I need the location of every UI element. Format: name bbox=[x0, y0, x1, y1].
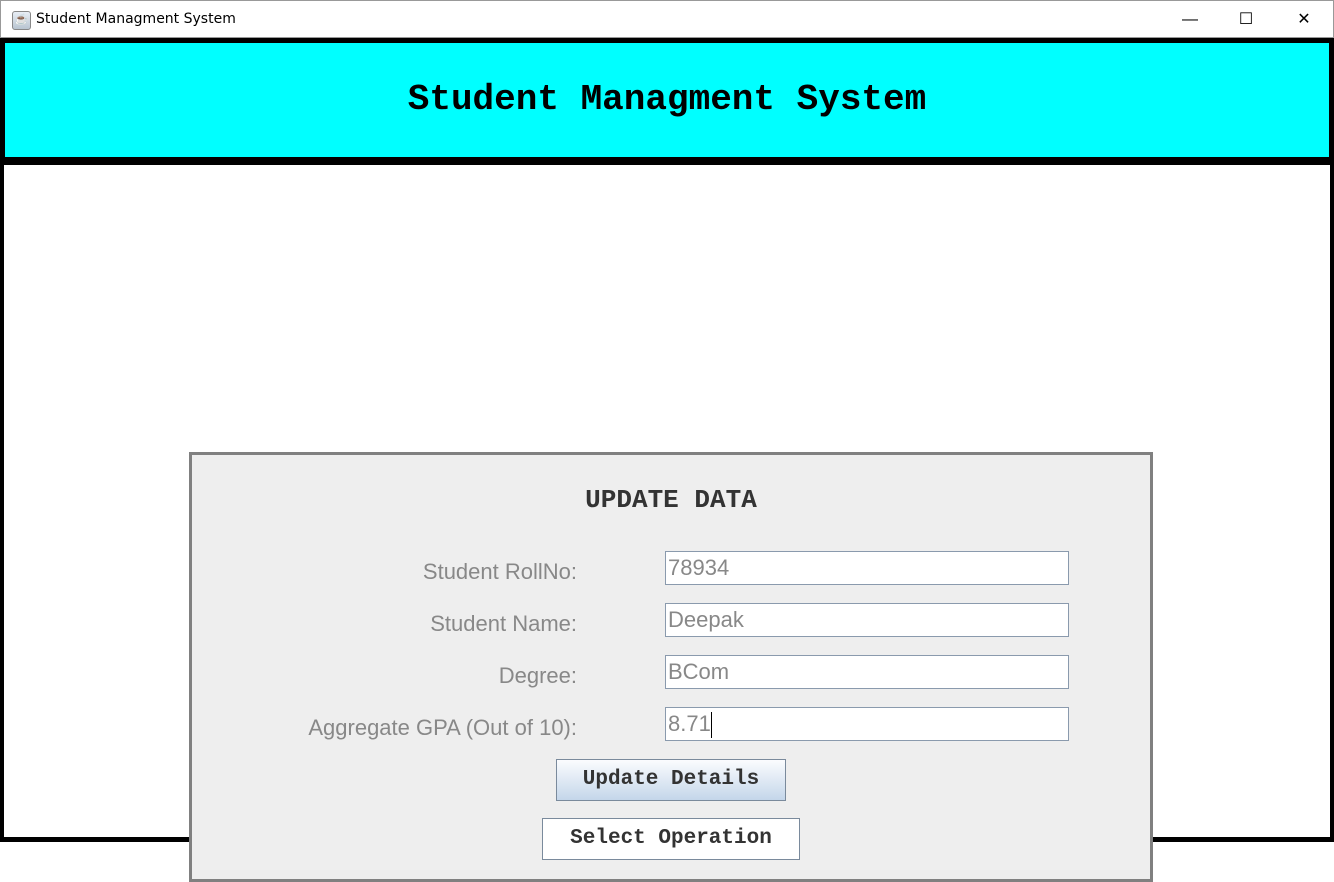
degree-label: Degree: bbox=[498, 663, 577, 688]
header-title: Student Managment System bbox=[407, 79, 927, 120]
header-banner: Student Managment System bbox=[5, 43, 1329, 157]
gpa-input[interactable]: 8.71 bbox=[665, 707, 1069, 741]
select-operation-button[interactable]: Select Operation bbox=[542, 818, 800, 860]
update-form-panel: UPDATE DATA Student RollNo: 78934 Studen… bbox=[189, 452, 1153, 882]
text-caret bbox=[710, 712, 712, 739]
name-label: Student Name: bbox=[430, 611, 577, 636]
maximize-button[interactable]: ☐ bbox=[1238, 11, 1254, 28]
close-button[interactable]: ✕ bbox=[1297, 11, 1311, 28]
rollno-input[interactable]: 78934 bbox=[665, 551, 1069, 585]
minimize-button[interactable]: — bbox=[1182, 11, 1198, 28]
form-title: UPDATE DATA bbox=[585, 485, 757, 515]
rollno-label: Student RollNo: bbox=[422, 559, 577, 584]
gpa-label: Aggregate GPA (Out of 10): bbox=[308, 715, 577, 740]
degree-input[interactable]: BCom bbox=[665, 655, 1069, 689]
title-bar: ☕ Student Managment System — ☐ ✕ bbox=[0, 0, 1334, 38]
content-area: UPDATE DATA Student RollNo: 78934 Studen… bbox=[4, 165, 1330, 882]
name-input[interactable]: Deepak bbox=[665, 603, 1069, 637]
update-details-button[interactable]: Update Details bbox=[556, 759, 786, 801]
gpa-value: 8.71 bbox=[668, 711, 711, 736]
window-title: Student Managment System bbox=[36, 11, 236, 27]
java-app-icon: ☕ bbox=[12, 11, 31, 30]
